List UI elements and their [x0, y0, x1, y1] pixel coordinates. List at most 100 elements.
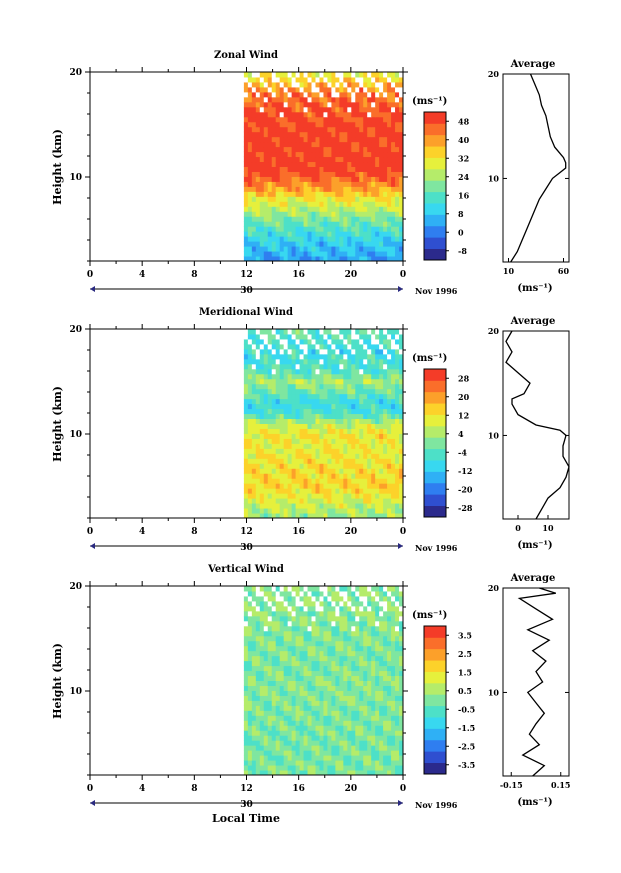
heatmap-cell [331, 443, 336, 449]
colorbar-segment [424, 425, 446, 438]
heatmap-cell [343, 428, 348, 434]
heatmap-cell [363, 443, 368, 449]
heatmap-cell [311, 443, 316, 449]
heatmap-cell [323, 388, 328, 395]
heatmap-cell [371, 680, 376, 686]
heatmap-cell [371, 146, 376, 153]
heatmap-cell [251, 236, 257, 242]
heatmap-cell [383, 141, 388, 148]
heatmap-cell [395, 745, 400, 751]
heatmap-cell [367, 166, 372, 172]
heatmap-cell [311, 463, 316, 469]
heatmap-cell [279, 468, 285, 474]
heatmap-cell [363, 72, 368, 78]
heatmap-cell [279, 473, 285, 479]
heatmap-cell [399, 493, 403, 499]
heatmap-cell [387, 586, 392, 592]
heatmap-cell [359, 635, 364, 642]
heatmap-cell [299, 111, 305, 118]
heatmap-cell [319, 720, 324, 726]
heatmap-cell [323, 146, 328, 153]
heatmap-cell [343, 146, 348, 153]
heatmap-cell [311, 156, 316, 163]
heatmap-cell [359, 438, 364, 444]
heatmap-cell [371, 595, 376, 602]
heatmap-cell [351, 595, 356, 602]
heatmap-cell [311, 740, 316, 746]
heatmap-cell [283, 343, 289, 350]
heatmap-cell [391, 348, 396, 355]
heatmap-cell [295, 483, 301, 489]
heatmap-cell [283, 640, 289, 647]
heatmap-cell [255, 670, 261, 677]
heatmap-cell [323, 635, 328, 642]
heatmap-cell [371, 503, 376, 509]
heatmap-cell [383, 665, 388, 672]
heatmap-cell [375, 740, 380, 746]
heatmap-cell [347, 473, 352, 479]
heatmap-cell [379, 443, 384, 449]
heatmap-cell [287, 715, 293, 721]
heatmap-cell [279, 181, 285, 187]
heatmap-cell [263, 111, 269, 118]
heatmap-cell [383, 710, 388, 716]
heatmap-cell [287, 211, 293, 217]
heatmap-cell [303, 745, 309, 751]
heatmap-cell [335, 740, 340, 746]
heatmap-cell [375, 91, 380, 98]
heatmap-cell [375, 121, 380, 128]
heatmap-cell [351, 453, 356, 459]
heatmap-cell [255, 493, 261, 499]
heatmap-cell [359, 675, 364, 681]
heatmap-cell [343, 186, 348, 192]
heatmap-cell [243, 116, 249, 123]
heatmap-cell [267, 650, 273, 657]
heatmap-cell [395, 755, 400, 761]
heatmap-cell [279, 106, 285, 113]
heatmap-cell [399, 106, 403, 113]
heatmap-cell [383, 590, 388, 597]
heatmap-cell [259, 231, 265, 237]
heatmap-cell [327, 700, 332, 706]
heatmap-cell [351, 700, 356, 706]
heatmap-cell [355, 206, 360, 212]
colorbar-segment [424, 180, 446, 193]
heatmap-cell [375, 498, 380, 504]
heatmap-cell [307, 720, 313, 726]
heatmap-cell [319, 635, 324, 642]
heatmap-cell [387, 363, 392, 370]
heatmap-cell [287, 453, 293, 459]
heatmap-cell [379, 358, 384, 365]
heatmap-cell [315, 72, 320, 78]
heatmap-cell [379, 136, 384, 143]
heatmap-cell [287, 221, 293, 227]
heatmap-cell [271, 685, 277, 691]
heatmap-cell [391, 216, 396, 222]
heatmap-cell [283, 765, 289, 771]
heatmap-cell [363, 635, 368, 642]
heatmap-cell [323, 121, 328, 128]
heatmap-cell [347, 171, 352, 177]
heatmap-cell [271, 423, 277, 429]
heatmap-cell [395, 171, 400, 177]
heatmap-cell [319, 363, 324, 370]
heatmap-cell [395, 586, 400, 592]
heatmap-cell [303, 700, 309, 706]
heatmap-cell [247, 670, 253, 677]
heatmap-cell [267, 660, 273, 667]
heatmap-cell [263, 483, 269, 489]
heatmap-cell [303, 151, 309, 158]
heatmap-cell [251, 161, 257, 167]
heatmap-cell [243, 383, 249, 390]
heatmap-cell [335, 81, 340, 88]
heatmap-cell [259, 586, 265, 592]
heatmap-cell [323, 216, 328, 222]
heatmap-cell [391, 493, 396, 499]
heatmap-cell [267, 458, 273, 464]
heatmap-cell [255, 131, 261, 138]
heatmap-cell [275, 236, 281, 242]
heatmap-cell [355, 156, 360, 163]
heatmap-cell [251, 710, 257, 716]
heatmap-cell [359, 136, 364, 143]
heatmap-cell [319, 86, 324, 93]
